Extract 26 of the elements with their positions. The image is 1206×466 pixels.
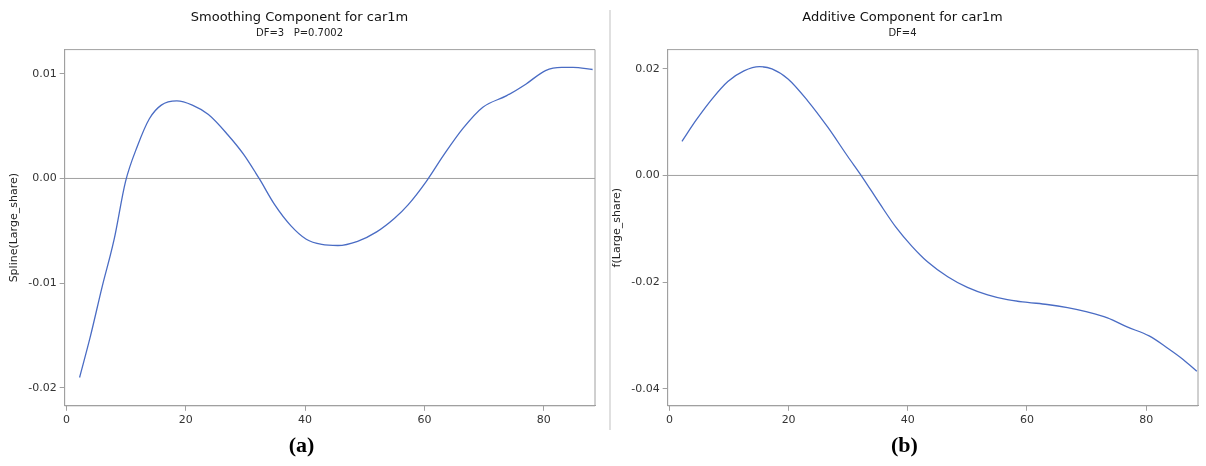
chart-title: Additive Component for car1m	[802, 9, 1003, 25]
y-tick-label: 0.00	[32, 171, 57, 185]
y-tick-label: 0.00	[635, 168, 660, 182]
x-tick-label: 0	[62, 413, 70, 427]
chart-subtitle: DF=3 P=0.7002	[255, 27, 344, 39]
y-axis-title: Spline(Large_share)	[7, 173, 21, 283]
x-tick-label: 80	[1139, 413, 1154, 427]
text: (b)	[890, 432, 919, 458]
x-tick-label: 20	[781, 413, 796, 427]
x-tick-label: 40	[298, 413, 313, 427]
chart-title: Smoothing Component for car1m	[190, 9, 409, 25]
chart-subtitle: DF=4	[888, 27, 917, 39]
x-tick-label: 0	[665, 413, 673, 427]
x-tick-label: 80	[536, 413, 551, 427]
text: (a)	[287, 432, 316, 458]
x-tick-label: 60	[417, 413, 432, 427]
y-axis-title: f(Large_share)	[610, 188, 624, 268]
y-tick-label: -0.01	[28, 276, 57, 290]
x-tick-label: 20	[178, 413, 193, 427]
y-tick-label: -0.02	[28, 380, 57, 394]
y-tick-label: 0.01	[32, 66, 57, 80]
x-tick-label: 40	[900, 413, 915, 427]
y-tick-label: -0.02	[631, 274, 660, 288]
y-tick-label: -0.04	[631, 381, 660, 395]
x-tick-label: 60	[1019, 413, 1034, 427]
y-tick-label: 0.02	[635, 61, 660, 75]
